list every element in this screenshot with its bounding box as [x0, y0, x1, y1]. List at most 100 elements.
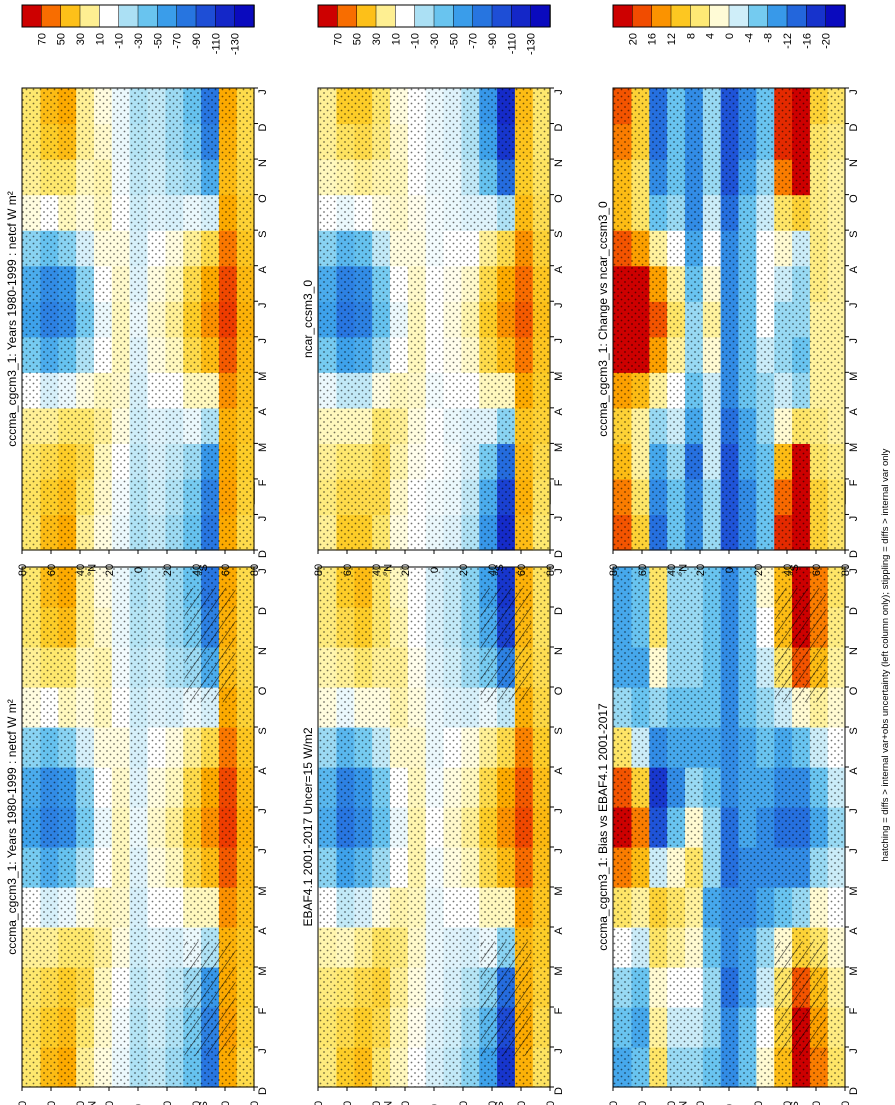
- lat-tick-label: 80: [545, 1101, 557, 1105]
- month-tick-label: F: [553, 1007, 565, 1014]
- month-tick-label: J: [848, 302, 860, 308]
- month-tick-label: O: [257, 686, 269, 695]
- colorbar-label: -50: [448, 33, 460, 49]
- month-tick-label: A: [848, 767, 860, 775]
- month-axis: D J F M A M J J A S O N D J: [254, 87, 269, 558]
- lat-tick-label: 20: [104, 564, 116, 576]
- colorbar-swatch: [60, 4, 81, 28]
- month-tick-label: A: [257, 927, 269, 935]
- month-tick-label: M: [848, 443, 860, 452]
- lat-axis: 80 60 40 20 0 20 40 60 80 °N °S: [608, 1087, 852, 1105]
- month-tick-label: D: [257, 1087, 269, 1095]
- colorbar-label: -30: [429, 33, 441, 49]
- colorbar-label: 30: [75, 33, 87, 45]
- month-tick-label: A: [257, 265, 269, 273]
- lat-tick-label: 60: [46, 1101, 58, 1105]
- month-tick-label: J: [848, 848, 860, 854]
- colorbar-swatch: [748, 4, 769, 28]
- colorbar-swatch: [195, 4, 217, 28]
- colorbar-label: -50: [152, 33, 164, 49]
- month-tick-label: O: [553, 686, 565, 695]
- lat-tick-label: 80: [545, 564, 557, 576]
- colorbar-swatch: [41, 4, 62, 28]
- colorbar-swatch: [317, 4, 339, 28]
- colorbar-swatch: [453, 4, 474, 28]
- lat-tick-label: 60: [342, 564, 354, 576]
- colorbar-swatch: [356, 4, 377, 28]
- month-tick-label: M: [848, 886, 860, 895]
- colorbar-swatch: [157, 4, 178, 28]
- colorbar-label: -8: [763, 33, 775, 43]
- month-tick-label: N: [257, 647, 269, 655]
- lat-tick-label: 20: [695, 1101, 707, 1105]
- lat-tick-label: 60: [46, 564, 58, 576]
- month-tick-label: N: [848, 647, 860, 655]
- colorbar-swatch: [632, 4, 653, 28]
- month-tick-label: J: [553, 568, 565, 574]
- lat-tick-label: 0: [133, 1104, 145, 1105]
- lat-axis: 80 60 40 20 0 20 40 60 80 °N °S: [313, 1087, 557, 1105]
- hemisphere-label: °N: [383, 1101, 395, 1105]
- colorbar-label: -16: [801, 33, 813, 49]
- month-tick-label: J: [848, 1048, 860, 1054]
- lat-tick-label: 60: [811, 564, 823, 576]
- month-tick-label: D: [553, 550, 565, 558]
- colorbar-label: 50: [56, 33, 68, 45]
- colorbar-swatch: [234, 4, 255, 28]
- hemisphere-label: °N: [678, 1101, 690, 1105]
- month-tick-label: A: [553, 767, 565, 775]
- month-tick-label: J: [257, 1048, 269, 1054]
- hemisphere-label: °N: [383, 564, 395, 576]
- colorbar-swatch: [137, 4, 159, 28]
- month-tick-label: S: [257, 727, 269, 734]
- hatch-region: [775, 941, 827, 1056]
- colorbar-frame: [21, 4, 255, 28]
- colorbar-label: 30: [371, 33, 383, 45]
- month-tick-label: J: [553, 338, 565, 344]
- colorbar-swatch: [786, 4, 808, 28]
- month-tick-label: M: [257, 966, 269, 975]
- month-tick-label: D: [553, 124, 565, 132]
- month-tick-label: M: [553, 966, 565, 975]
- month-tick-label: J: [553, 1048, 565, 1054]
- colorbar-label: -110: [506, 33, 518, 54]
- hemisphere-label: °N: [87, 1101, 99, 1105]
- lat-tick-label: 20: [458, 564, 470, 576]
- month-tick-label: A: [848, 927, 860, 935]
- month-tick-label: J: [553, 89, 565, 95]
- hemisphere-label: °S: [198, 1101, 210, 1105]
- month-tick-label: J: [257, 338, 269, 344]
- colorbar-label: -10: [114, 33, 126, 49]
- month-tick-label: D: [257, 550, 269, 558]
- lat-tick-label: 80: [840, 1101, 852, 1105]
- lat-tick-label: 20: [695, 564, 707, 576]
- colorbar-swatch: [215, 4, 236, 28]
- lat-tick-label: 40: [666, 564, 678, 576]
- lat-tick-label: 40: [191, 564, 203, 576]
- colorbar-swatch: [99, 4, 120, 28]
- lat-tick-label: 60: [637, 1101, 649, 1105]
- colorbar-swatch: [511, 4, 532, 28]
- month-tick-label: J: [257, 302, 269, 308]
- colorbar-label: 20: [627, 33, 639, 45]
- month-tick-label: J: [257, 808, 269, 814]
- month-tick-label: F: [848, 1007, 860, 1014]
- month-tick-label: M: [553, 372, 565, 381]
- month-tick-label: J: [553, 302, 565, 308]
- month-tick-label: J: [257, 848, 269, 854]
- lat-axis: 80 60 40 20 0 20 40 60 80 °N °S: [313, 550, 557, 576]
- month-axis: D J F M A M J J A S O N D J: [845, 87, 860, 558]
- colorbar-label: -110: [210, 33, 222, 54]
- month-axis: D J F M A M J J A S O N D J: [550, 87, 565, 558]
- month-tick-label: S: [257, 230, 269, 237]
- month-tick-label: D: [848, 550, 860, 558]
- colorbar-swatch: [79, 4, 101, 28]
- panel-p1: DJFMAMJJASONDJ80604020020406080°N°Scccma…: [5, 481, 269, 1105]
- hemisphere-label: °S: [789, 564, 801, 576]
- panel-title: cccma_cgcm3_1: Years 1980-1999 : netcf W…: [5, 699, 19, 954]
- colorbar-swatch: [414, 4, 435, 28]
- month-tick-label: J: [257, 568, 269, 574]
- lat-tick-label: 80: [17, 564, 29, 576]
- month-tick-label: A: [553, 408, 565, 416]
- lat-tick-label: 60: [516, 564, 528, 576]
